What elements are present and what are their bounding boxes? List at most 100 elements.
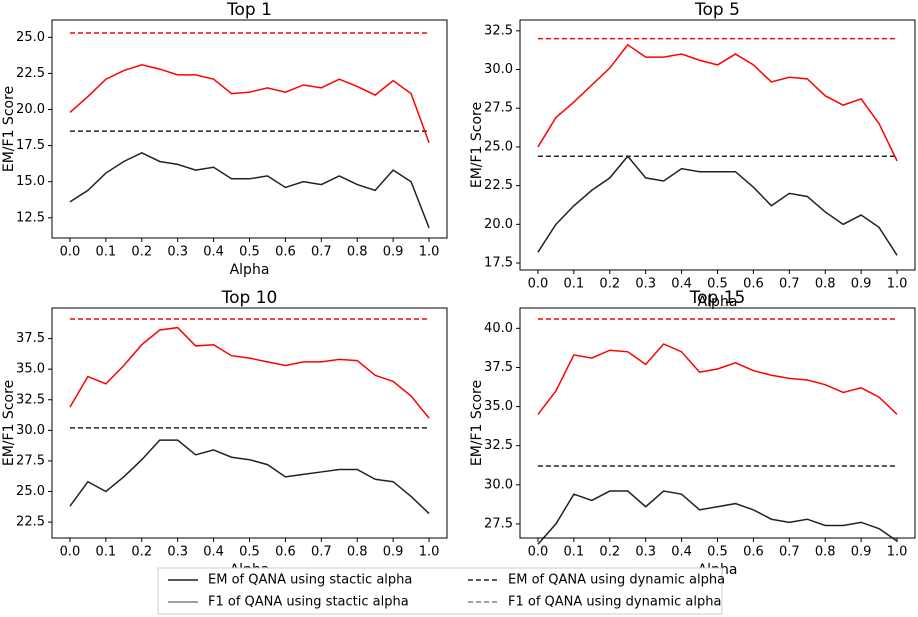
- plot-frame: [51, 307, 448, 539]
- y-tick-label: 25.0: [16, 30, 45, 45]
- y-axis-label: EM/F1 Score: [1, 380, 17, 466]
- subplot-title: Top 5: [694, 0, 740, 20]
- y-tick-label: 12.5: [16, 210, 45, 225]
- plot-frame: [51, 19, 448, 239]
- y-axis-label: EM/F1 Score: [469, 102, 485, 188]
- x-tick-label: 1.0: [419, 245, 440, 260]
- y-tick-label: 32.5: [16, 392, 45, 407]
- x-tick-label: 0.3: [635, 545, 656, 560]
- x-tick-label: 0.4: [203, 545, 224, 560]
- x-tick-label: 1.0: [419, 545, 440, 560]
- x-tick-label: 0.8: [815, 545, 836, 560]
- series-line: [69, 326, 430, 419]
- x-tick-label: 0.9: [851, 277, 872, 292]
- series-line: [69, 63, 430, 143]
- y-tick-label: 22.5: [484, 178, 513, 193]
- x-tick-label: 0.3: [167, 545, 188, 560]
- x-axis-label: Alpha: [230, 262, 270, 278]
- y-tick-label: 15.0: [16, 174, 45, 189]
- legend-label: EM of QANA using stactic alpha: [208, 573, 412, 588]
- x-tick-label: 0.2: [599, 277, 620, 292]
- legend-label: EM of QANA using dynamic alpha: [508, 573, 725, 588]
- subplot: Top 15Alpha EM/F1 Score 0.0 0.1 0.2 0.3 0.4 0.5…: [469, 288, 916, 578]
- y-tick-label: 25.0: [484, 139, 513, 154]
- x-tick-label: 0.3: [635, 277, 656, 292]
- x-tick-label: 0.6: [275, 245, 296, 260]
- series-line: [537, 43, 898, 162]
- series-line: [537, 155, 898, 256]
- subplot: Top 5 Alpha EM/F1 Score 0.0 0.1 0.2 0.3 0.4 0.5 0…: [469, 0, 916, 310]
- legend-frame: [157, 567, 723, 615]
- legend-label: F1 of QANA using dynamic alpha: [508, 595, 721, 610]
- series-line: [69, 439, 430, 515]
- x-tick-label: 0.4: [671, 545, 692, 560]
- x-tick-label: 0.2: [131, 545, 152, 560]
- x-tick-label: 0.6: [275, 545, 296, 560]
- y-tick-label: 37.5: [16, 331, 45, 346]
- x-tick-label: 0.5: [239, 545, 260, 560]
- series-line: [537, 490, 898, 545]
- y-tick-label: 32.5: [484, 23, 513, 38]
- series-line: [69, 151, 430, 229]
- x-tick-label: 0.5: [707, 545, 728, 560]
- subplot-title: Top 1: [226, 0, 272, 20]
- x-tick-label: 0.5: [707, 277, 728, 292]
- x-tick-label: 0.1: [564, 277, 585, 292]
- x-tick-label: 0.8: [347, 545, 368, 560]
- x-tick-label: 0.9: [851, 545, 872, 560]
- x-tick-label: 0.5: [239, 245, 260, 260]
- x-tick-label: 0.0: [60, 545, 81, 560]
- series-line: [537, 343, 898, 415]
- x-tick-label: 0.2: [131, 245, 152, 260]
- y-tick-label: 25.0: [16, 484, 45, 499]
- plot-frame: [519, 307, 916, 539]
- x-tick-label: 0.7: [311, 545, 332, 560]
- x-tick-label: 0.4: [203, 245, 224, 260]
- y-tick-label: 17.5: [484, 256, 513, 271]
- y-axis-label: EM/F1 Score: [1, 86, 17, 172]
- x-tick-label: 0.1: [96, 545, 117, 560]
- x-tick-label: 0.1: [96, 245, 117, 260]
- y-tick-label: 35.0: [16, 362, 45, 377]
- x-tick-label: 0.0: [528, 545, 549, 560]
- y-tick-label: 22.5: [16, 515, 45, 530]
- subplot-title: Top 10: [221, 288, 278, 308]
- y-tick-label: 27.5: [484, 516, 513, 531]
- y-tick-label: 27.5: [16, 453, 45, 468]
- y-tick-label: 37.5: [484, 360, 513, 375]
- x-tick-label: 0.8: [347, 245, 368, 260]
- x-tick-label: 0.2: [599, 545, 620, 560]
- x-tick-label: 0.7: [779, 277, 800, 292]
- y-axis-label: EM/F1 Score: [469, 380, 485, 466]
- legend-label: F1 of QANA using stactic alpha: [208, 595, 409, 610]
- subplot-title: Top 15: [689, 288, 746, 308]
- x-tick-label: 0.9: [383, 245, 404, 260]
- x-tick-label: 0.7: [311, 245, 332, 260]
- x-tick-label: 0.4: [671, 277, 692, 292]
- x-tick-label: 0.0: [60, 245, 81, 260]
- x-tick-label: 0.3: [167, 245, 188, 260]
- x-tick-label: 0.0: [528, 277, 549, 292]
- y-tick-label: 40.0: [484, 321, 513, 336]
- y-tick-label: 30.0: [16, 423, 45, 438]
- y-tick-label: 30.0: [484, 477, 513, 492]
- y-tick-label: 20.0: [484, 217, 513, 232]
- x-tick-label: 1.0: [887, 277, 908, 292]
- plot-frame: [519, 19, 916, 271]
- y-tick-label: 22.5: [16, 66, 45, 81]
- y-tick-label: 17.5: [16, 138, 45, 153]
- y-tick-label: 27.5: [484, 101, 513, 116]
- y-tick-label: 35.0: [484, 399, 513, 414]
- x-tick-label: 0.6: [743, 545, 764, 560]
- x-tick-label: 0.1: [564, 545, 585, 560]
- y-tick-label: 30.0: [484, 62, 513, 77]
- subplot: Top 10AlphaEM/F1 Score0.00.10.20.30.40.5…: [1, 288, 448, 578]
- x-tick-label: 0.8: [815, 277, 836, 292]
- x-tick-label: 0.7: [779, 545, 800, 560]
- x-tick-label: 0.6: [743, 277, 764, 292]
- x-axis-label: Alpha: [698, 294, 738, 310]
- x-tick-label: 0.9: [383, 545, 404, 560]
- legend: EM of QANA using stactic alpha F1 of QANA…: [157, 567, 725, 615]
- x-tick-label: 1.0: [887, 545, 908, 560]
